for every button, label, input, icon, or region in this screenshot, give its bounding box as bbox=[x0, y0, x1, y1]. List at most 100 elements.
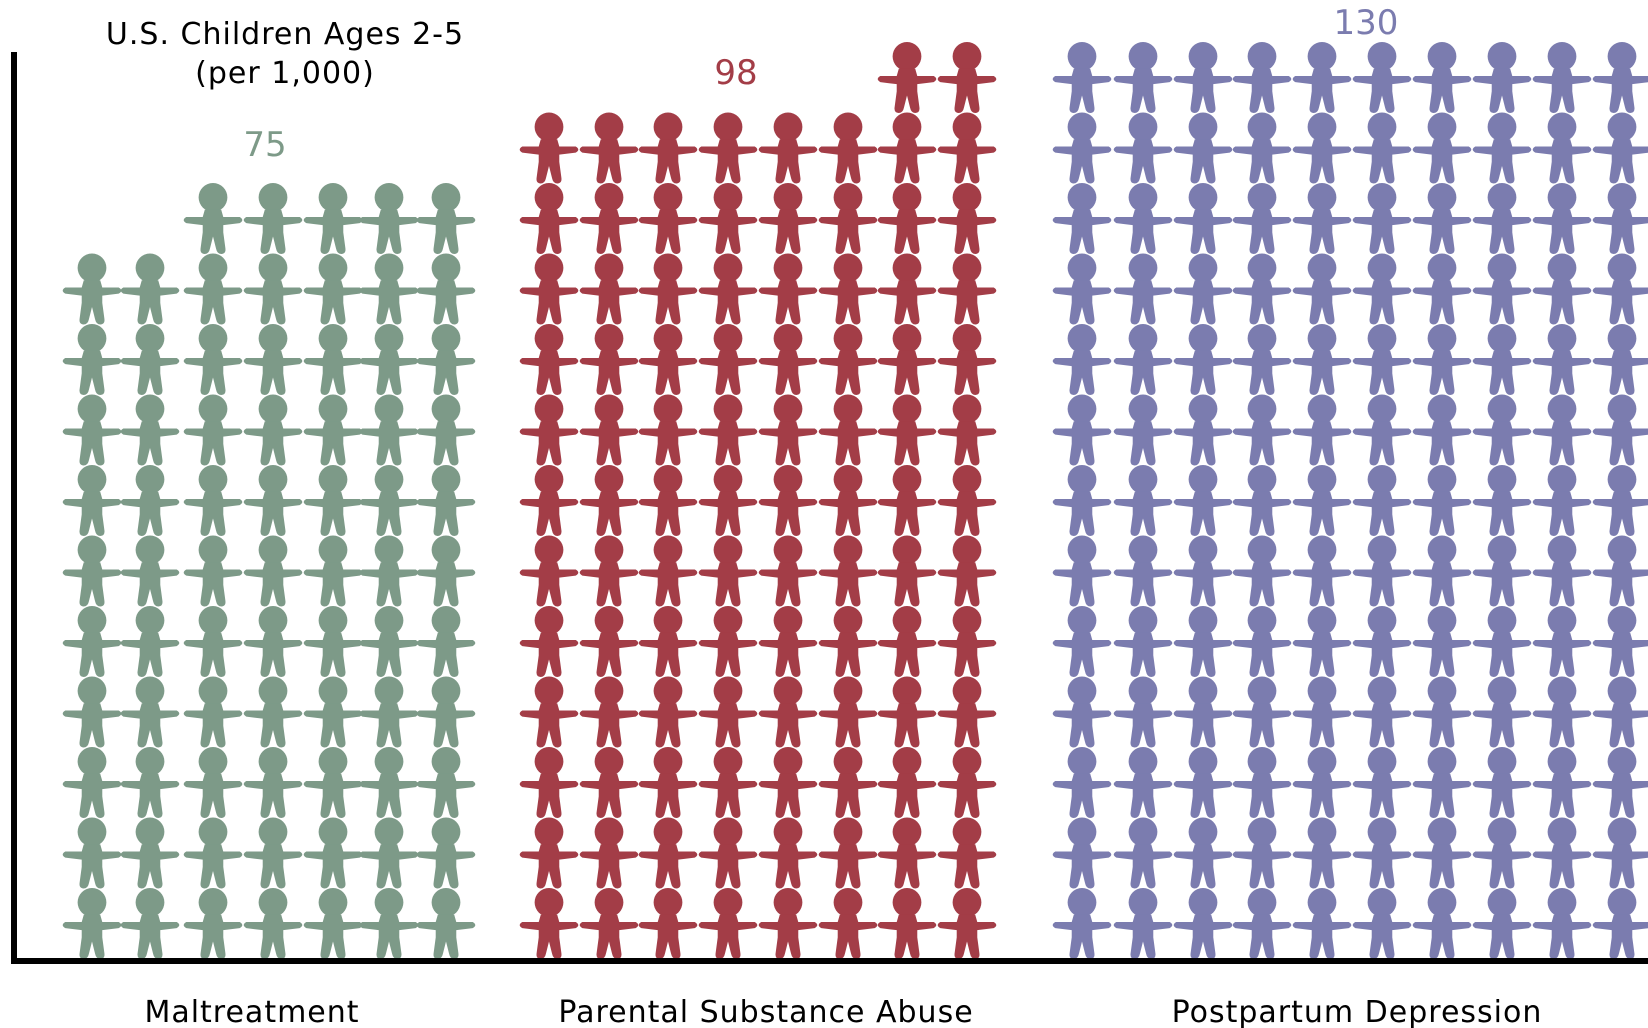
child-figure-icon bbox=[698, 606, 758, 677]
child-figure-icon bbox=[638, 888, 698, 959]
child-figure-icon bbox=[519, 817, 579, 889]
child-figure-icon bbox=[519, 183, 579, 254]
child-figure-icon bbox=[1592, 42, 1648, 113]
child-figure-icon bbox=[937, 324, 997, 395]
child-figure-icon bbox=[1592, 253, 1648, 325]
child-figure-icon bbox=[183, 676, 243, 748]
child-figure-icon bbox=[877, 42, 937, 113]
child-figure-icon bbox=[579, 606, 639, 677]
child-figure-icon bbox=[183, 253, 243, 325]
child-figure-icon bbox=[120, 817, 180, 889]
child-figure-icon bbox=[877, 888, 937, 959]
child-figure-icon bbox=[1052, 112, 1112, 184]
child-figure-icon bbox=[877, 253, 937, 325]
child-figure-icon bbox=[183, 324, 243, 395]
child-figure-icon bbox=[818, 676, 878, 748]
child-figure-icon bbox=[818, 183, 878, 254]
child-figure-icon bbox=[937, 465, 997, 536]
child-figure-icon bbox=[1592, 888, 1648, 959]
child-figure-icon bbox=[1472, 112, 1532, 184]
child-figure-icon bbox=[638, 465, 698, 536]
child-figure-icon bbox=[1352, 817, 1412, 889]
child-figure-icon bbox=[243, 747, 303, 818]
child-figure-icon bbox=[243, 183, 303, 254]
child-figure-icon bbox=[758, 112, 818, 184]
child-figure-icon bbox=[359, 465, 419, 536]
child-figure-icon bbox=[1292, 676, 1352, 748]
child-figure-icon bbox=[758, 535, 818, 607]
child-figure-icon bbox=[698, 817, 758, 889]
child-figure-icon bbox=[818, 817, 878, 889]
child-figure-icon bbox=[758, 253, 818, 325]
child-figure-icon bbox=[638, 112, 698, 184]
child-figure-icon bbox=[1113, 253, 1173, 325]
child-figure-icon bbox=[519, 394, 579, 466]
child-figure-icon bbox=[1352, 888, 1412, 959]
child-figure-icon bbox=[1412, 324, 1472, 395]
value-label-parental-substance-abuse: 98 bbox=[714, 53, 757, 93]
child-figure-icon bbox=[1052, 676, 1112, 748]
child-figure-icon bbox=[519, 112, 579, 184]
child-figure-icon bbox=[519, 888, 579, 959]
child-figure-icon bbox=[1532, 324, 1592, 395]
child-figure-icon bbox=[1232, 324, 1292, 395]
child-figure-icon bbox=[1173, 253, 1233, 325]
child-figure-icon bbox=[1173, 42, 1233, 113]
child-figure-icon bbox=[877, 183, 937, 254]
child-figure-icon bbox=[183, 817, 243, 889]
child-figure-icon bbox=[519, 253, 579, 325]
child-figure-icon bbox=[1232, 606, 1292, 677]
child-figure-icon bbox=[937, 183, 997, 254]
child-figure-icon bbox=[877, 535, 937, 607]
child-figure-icon bbox=[62, 888, 122, 959]
value-label-maltreatment: 75 bbox=[243, 125, 286, 165]
child-figure-icon bbox=[243, 394, 303, 466]
child-figure-icon bbox=[1472, 42, 1532, 113]
child-figure-icon bbox=[1113, 183, 1173, 254]
child-figure-icon bbox=[698, 465, 758, 536]
child-figure-icon bbox=[1113, 747, 1173, 818]
child-figure-icon bbox=[937, 888, 997, 959]
child-figure-icon bbox=[877, 465, 937, 536]
child-figure-icon bbox=[1412, 676, 1472, 748]
child-figure-icon bbox=[1052, 747, 1112, 818]
child-figure-icon bbox=[243, 888, 303, 959]
child-figure-icon bbox=[120, 324, 180, 395]
child-figure-icon bbox=[758, 817, 818, 889]
child-figure-icon bbox=[416, 817, 476, 889]
child-figure-icon bbox=[1532, 817, 1592, 889]
child-figure-icon bbox=[1532, 183, 1592, 254]
child-figure-icon bbox=[243, 253, 303, 325]
child-figure-icon bbox=[359, 817, 419, 889]
child-figure-icon bbox=[519, 747, 579, 818]
child-figure-icon bbox=[62, 253, 122, 325]
child-figure-icon bbox=[183, 183, 243, 254]
child-figure-icon bbox=[638, 606, 698, 677]
child-figure-icon bbox=[303, 888, 363, 959]
child-figure-icon bbox=[1113, 324, 1173, 395]
child-figure-icon bbox=[1052, 183, 1112, 254]
child-figure-icon bbox=[1173, 112, 1233, 184]
child-figure-icon bbox=[1412, 253, 1472, 325]
child-figure-icon bbox=[1292, 606, 1352, 677]
child-figure-icon bbox=[62, 465, 122, 536]
child-figure-icon bbox=[937, 606, 997, 677]
child-figure-icon bbox=[1173, 676, 1233, 748]
child-figure-icon bbox=[1052, 42, 1112, 113]
child-figure-icon bbox=[1592, 606, 1648, 677]
child-figure-icon bbox=[1052, 394, 1112, 466]
child-figure-icon bbox=[243, 465, 303, 536]
child-figure-icon bbox=[359, 324, 419, 395]
child-figure-icon bbox=[818, 535, 878, 607]
child-figure-icon bbox=[1292, 817, 1352, 889]
child-figure-icon bbox=[1113, 394, 1173, 466]
child-figure-icon bbox=[1532, 676, 1592, 748]
child-figure-icon bbox=[937, 394, 997, 466]
child-figure-icon bbox=[877, 676, 937, 748]
child-figure-icon bbox=[1173, 606, 1233, 677]
child-figure-icon bbox=[937, 676, 997, 748]
child-figure-icon bbox=[1173, 535, 1233, 607]
child-figure-icon bbox=[698, 888, 758, 959]
child-figure-icon bbox=[1352, 535, 1412, 607]
child-figure-icon bbox=[638, 253, 698, 325]
